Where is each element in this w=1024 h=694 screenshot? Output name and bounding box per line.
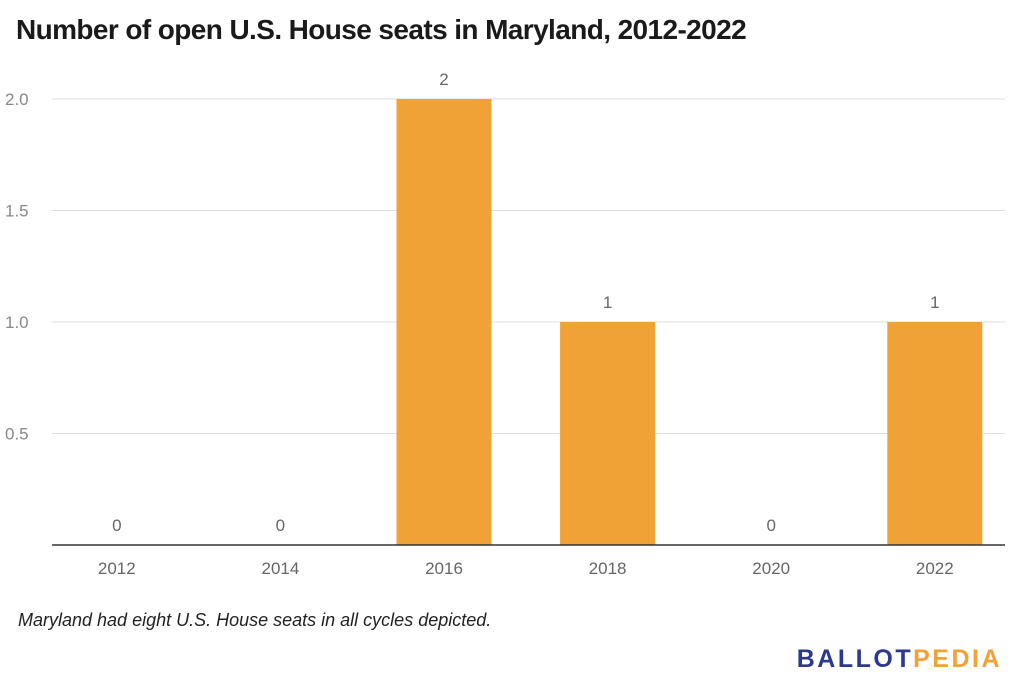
logo-part-ballot: BALLOT <box>796 645 914 673</box>
y-tick-label: 0.5 <box>5 425 29 444</box>
data-label: 0 <box>276 516 285 535</box>
ballotpedia-logo: BALLOTPEDIA <box>797 645 1002 674</box>
bar <box>396 99 492 545</box>
data-label: 1 <box>603 293 612 312</box>
bar <box>560 322 656 545</box>
x-tick-label: 2016 <box>425 559 463 578</box>
y-tick-label: 2.0 <box>5 90 29 109</box>
data-label: 0 <box>766 516 775 535</box>
x-tick-label: 2012 <box>98 559 136 578</box>
bar-chart: 0.5 1.0 1.5 2.0 0 2012 0 2014 2 2016 1 2018 0 2020 1 20… <box>5 70 1005 578</box>
chart-footnote: Maryland had eight U.S. House seats in a… <box>18 610 492 630</box>
y-tick-label: 1.5 <box>5 202 29 221</box>
x-tick-label: 2018 <box>589 559 627 578</box>
logo-part-pedia: PEDIA <box>913 645 1002 673</box>
data-label: 0 <box>112 516 121 535</box>
x-tick-label: 2022 <box>916 559 954 578</box>
data-label: 2 <box>439 70 448 89</box>
y-tick-label: 1.0 <box>5 313 29 332</box>
data-label: 1 <box>930 293 939 312</box>
bar <box>887 322 983 545</box>
x-tick-label: 2014 <box>261 559 299 578</box>
x-tick-label: 2020 <box>752 559 790 578</box>
chart-title: Number of open U.S. House seats in Maryl… <box>16 14 747 45</box>
